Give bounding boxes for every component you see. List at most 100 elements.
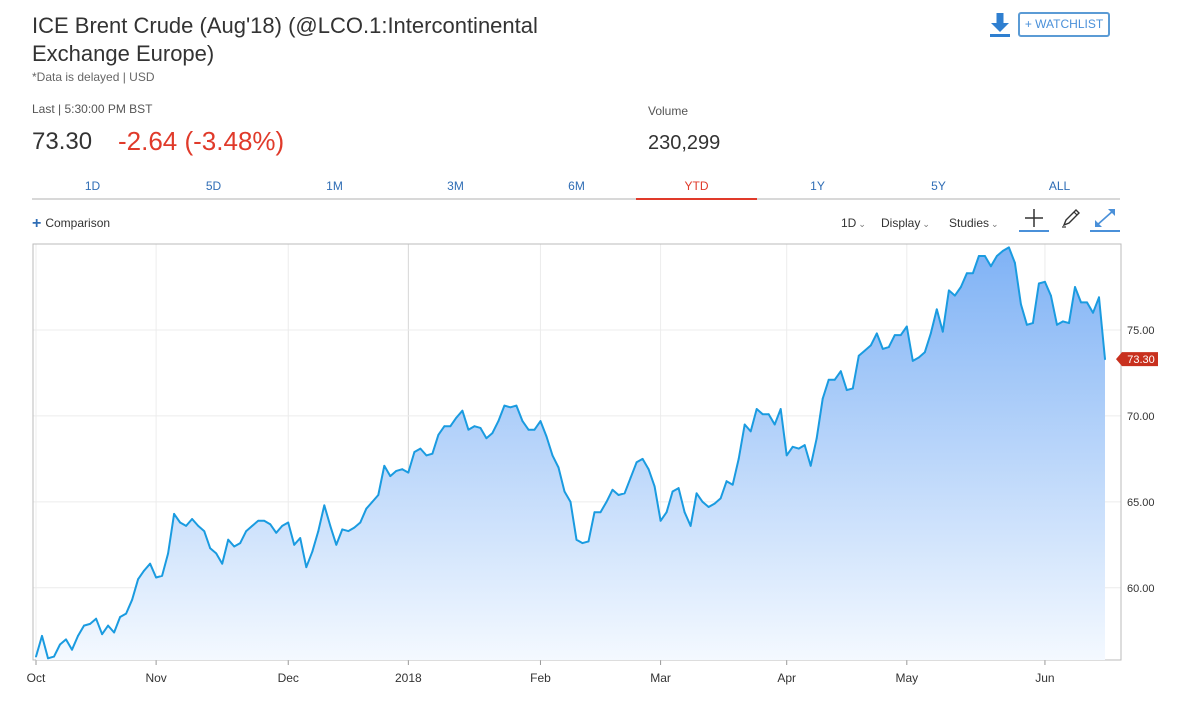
price-point: [197, 525, 200, 527]
price-point: [1026, 323, 1028, 326]
crosshair-icon[interactable]: [1019, 206, 1049, 232]
price-point: [485, 437, 488, 440]
price-point: [329, 525, 332, 527]
price-point: [569, 501, 572, 503]
price-point: [1008, 246, 1010, 249]
y-tick-label: 75.00: [1127, 325, 1155, 337]
price-chart[interactable]: 60.00 65.00 70.00 75.00 Oct Nov Dec 2018 Feb Mar…: [0, 240, 1197, 716]
tab-all[interactable]: ALL: [1048, 179, 1071, 193]
price-point: [581, 542, 584, 544]
last-value-label: 73.30: [1127, 354, 1155, 366]
price-area-fill: [36, 247, 1105, 660]
price-point: [713, 502, 716, 505]
price-point: [677, 487, 680, 489]
price-point: [239, 542, 242, 544]
studies-dropdown[interactable]: Studies ⌄: [949, 216, 999, 230]
price-point: [635, 461, 638, 464]
price-point: [221, 562, 224, 565]
price-point: [149, 562, 152, 565]
tab-5d[interactable]: 5D: [205, 179, 222, 193]
price-point: [803, 444, 806, 446]
interval-dropdown[interactable]: 1D ⌄: [841, 216, 866, 230]
display-dropdown[interactable]: Display ⌄: [881, 216, 930, 230]
price-change: -2.64 (-3.48%): [118, 126, 285, 156]
price-point: [71, 648, 73, 651]
tab-1m[interactable]: 1M: [326, 179, 343, 193]
x-tick-label: Mar: [650, 671, 671, 685]
price-point: [755, 408, 758, 410]
price-point: [611, 488, 614, 491]
price-point: [125, 612, 127, 615]
price-point: [425, 454, 428, 457]
add-to-watchlist-button[interactable]: + WATCHLIST: [1018, 12, 1110, 37]
price-point: [845, 389, 848, 391]
price-point: [335, 543, 338, 546]
tab-6m[interactable]: 6M: [568, 179, 585, 193]
comparison-button[interactable]: + Comparison: [32, 215, 110, 233]
price-point: [701, 501, 704, 503]
price-point: [389, 475, 392, 477]
price-point: [401, 468, 404, 471]
price-point: [311, 550, 314, 553]
price-point: [473, 425, 476, 428]
price-point: [1020, 303, 1022, 306]
price-point: [83, 624, 85, 627]
price-point: [1056, 323, 1058, 326]
volume-label: Volume: [648, 104, 689, 118]
price-point: [503, 404, 506, 407]
price-point: [95, 617, 97, 620]
download-icon[interactable]: [988, 12, 1012, 38]
price-point: [191, 518, 194, 520]
y-tick-label: 70.00: [1127, 411, 1155, 423]
tab-1d[interactable]: 1D: [84, 179, 101, 193]
price-point: [743, 423, 746, 426]
price-point: [659, 519, 662, 522]
studies-label: Studies: [949, 216, 990, 230]
price-point: [551, 454, 554, 457]
price-point: [299, 537, 302, 539]
price-point: [305, 566, 308, 569]
price-point: [990, 265, 992, 268]
expand-icon[interactable]: [1090, 206, 1120, 232]
price-point: [761, 413, 764, 416]
price-point: [539, 420, 542, 422]
price-point: [1098, 296, 1100, 299]
price-point: [893, 334, 896, 336]
y-tick-label: 65.00: [1127, 497, 1155, 509]
x-tick-label: Dec: [278, 671, 299, 685]
price-point: [563, 490, 566, 493]
display-label: Display: [881, 216, 921, 230]
price-point: [948, 289, 950, 292]
comparison-label: Comparison: [45, 216, 111, 230]
price-point: [185, 525, 188, 527]
price-point: [960, 286, 962, 288]
price-point: [371, 501, 374, 503]
tab-1y[interactable]: 1Y: [810, 179, 825, 193]
price-point: [617, 494, 620, 496]
price-point: [263, 519, 266, 522]
price-point: [839, 370, 842, 373]
price-point: [1044, 280, 1046, 283]
price-point: [887, 346, 890, 348]
x-tick-label: Apr: [777, 671, 796, 685]
price-point: [905, 325, 908, 328]
price-point: [341, 528, 344, 531]
price-point: [35, 655, 37, 658]
draw-pencil-icon[interactable]: [1056, 206, 1086, 230]
x-tick-label: 2018: [395, 671, 422, 685]
tab-ytd[interactable]: YTD: [636, 176, 757, 200]
price-point: [521, 420, 524, 422]
price-point: [695, 492, 698, 495]
price-point: [851, 387, 854, 390]
price-point: [815, 437, 818, 440]
price-point: [779, 408, 782, 410]
price-point: [749, 430, 752, 433]
tab-3m[interactable]: 3M: [447, 179, 464, 193]
price-point: [1002, 250, 1004, 252]
price-point: [773, 423, 776, 426]
last-value-marker: [1116, 352, 1158, 367]
price-point: [59, 643, 61, 646]
price-point: [899, 334, 902, 336]
tab-5y[interactable]: 5Y: [931, 179, 946, 193]
price-point: [797, 447, 800, 450]
